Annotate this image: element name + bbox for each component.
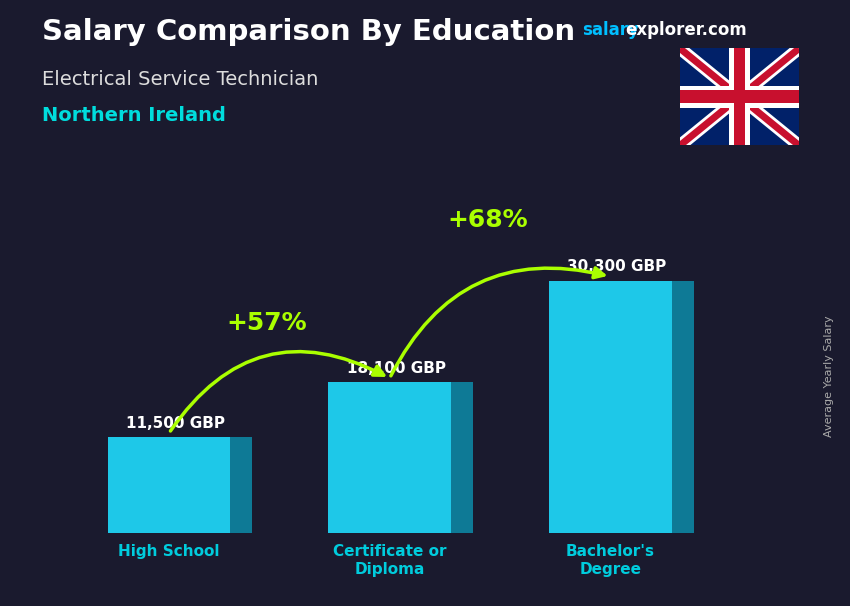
Polygon shape xyxy=(549,281,672,533)
Text: Average Yearly Salary: Average Yearly Salary xyxy=(824,315,834,436)
Text: 18,100 GBP: 18,100 GBP xyxy=(347,361,445,376)
Polygon shape xyxy=(328,382,451,533)
Bar xyxy=(734,48,745,145)
Text: explorer.com: explorer.com xyxy=(626,21,747,39)
Bar xyxy=(728,48,751,145)
FancyArrowPatch shape xyxy=(391,268,604,376)
FancyArrowPatch shape xyxy=(171,351,383,431)
Bar xyxy=(680,90,799,104)
Bar xyxy=(680,85,799,108)
Polygon shape xyxy=(230,438,252,533)
Text: salary: salary xyxy=(582,21,639,39)
Polygon shape xyxy=(450,382,473,533)
Text: Salary Comparison By Education: Salary Comparison By Education xyxy=(42,18,575,46)
Text: +68%: +68% xyxy=(447,208,528,231)
Polygon shape xyxy=(672,281,694,533)
Polygon shape xyxy=(680,48,799,145)
Polygon shape xyxy=(108,438,230,533)
Text: +57%: +57% xyxy=(227,311,308,335)
Text: Northern Ireland: Northern Ireland xyxy=(42,106,226,125)
Text: 11,500 GBP: 11,500 GBP xyxy=(126,416,225,431)
Text: Electrical Service Technician: Electrical Service Technician xyxy=(42,70,319,88)
Text: 30,300 GBP: 30,300 GBP xyxy=(567,259,666,274)
